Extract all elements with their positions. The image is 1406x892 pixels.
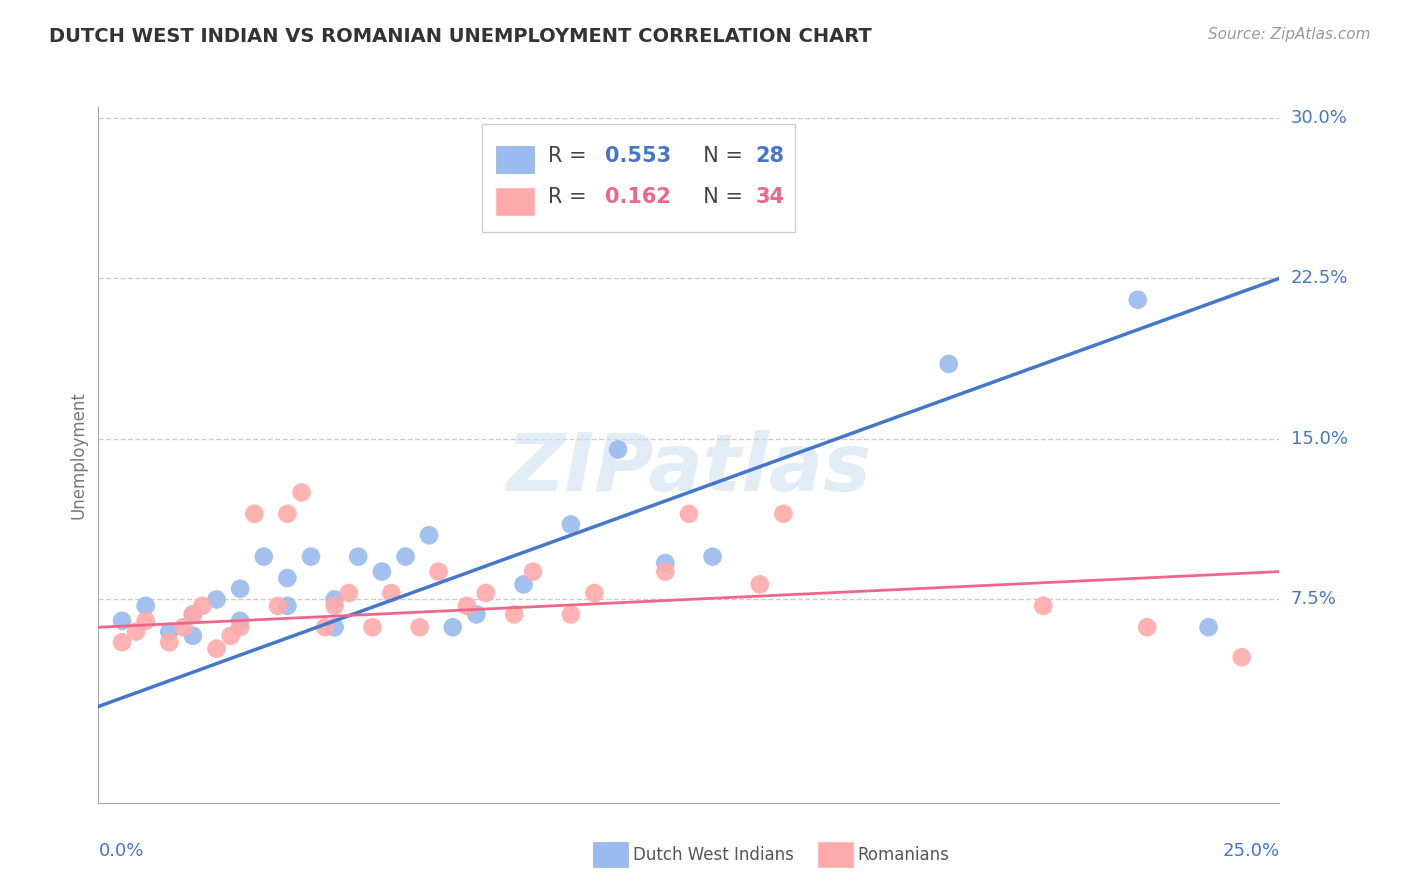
- Text: DUTCH WEST INDIAN VS ROMANIAN UNEMPLOYMENT CORRELATION CHART: DUTCH WEST INDIAN VS ROMANIAN UNEMPLOYME…: [49, 27, 872, 45]
- Point: [314, 620, 336, 634]
- Point: [380, 586, 402, 600]
- Point: [276, 599, 298, 613]
- Point: [678, 507, 700, 521]
- Point: [1032, 599, 1054, 613]
- Text: 30.0%: 30.0%: [1291, 109, 1347, 127]
- Point: [654, 556, 676, 570]
- Point: [394, 549, 416, 564]
- Point: [772, 507, 794, 521]
- Text: N =: N =: [690, 145, 749, 166]
- Text: 0.0%: 0.0%: [98, 842, 143, 860]
- Point: [157, 624, 180, 639]
- Point: [135, 599, 157, 613]
- Text: 25.0%: 25.0%: [1222, 842, 1279, 860]
- Text: ZIPatlas: ZIPatlas: [506, 430, 872, 508]
- Point: [1136, 620, 1159, 634]
- Point: [371, 565, 394, 579]
- Point: [583, 586, 606, 600]
- Point: [522, 565, 544, 579]
- FancyBboxPatch shape: [496, 146, 534, 173]
- Point: [125, 624, 148, 639]
- Point: [441, 620, 464, 634]
- Point: [191, 599, 214, 613]
- Point: [337, 586, 360, 600]
- Point: [1126, 293, 1149, 307]
- Point: [181, 629, 204, 643]
- Text: Romanians: Romanians: [858, 846, 949, 863]
- Y-axis label: Unemployment: Unemployment: [69, 391, 87, 519]
- Point: [361, 620, 384, 634]
- Text: 22.5%: 22.5%: [1291, 269, 1348, 287]
- Point: [748, 577, 770, 591]
- Point: [456, 599, 478, 613]
- Point: [323, 592, 346, 607]
- Point: [503, 607, 526, 622]
- Text: R =: R =: [548, 145, 593, 166]
- Point: [181, 607, 204, 622]
- Point: [267, 599, 290, 613]
- Point: [1198, 620, 1220, 634]
- Point: [290, 485, 312, 500]
- Point: [938, 357, 960, 371]
- Point: [229, 582, 252, 596]
- Text: R =: R =: [548, 187, 593, 208]
- Text: 15.0%: 15.0%: [1291, 430, 1347, 448]
- Point: [229, 620, 252, 634]
- Text: 28: 28: [755, 145, 785, 166]
- Text: 0.553: 0.553: [605, 145, 671, 166]
- FancyBboxPatch shape: [496, 188, 534, 215]
- Point: [323, 599, 346, 613]
- Point: [702, 549, 724, 564]
- Point: [229, 614, 252, 628]
- Point: [172, 620, 194, 634]
- Point: [323, 620, 346, 634]
- Point: [418, 528, 440, 542]
- Point: [560, 517, 582, 532]
- Text: Dutch West Indians: Dutch West Indians: [633, 846, 793, 863]
- Point: [427, 565, 450, 579]
- Point: [219, 629, 242, 643]
- Point: [181, 607, 204, 622]
- Point: [157, 635, 180, 649]
- Text: Source: ZipAtlas.com: Source: ZipAtlas.com: [1208, 27, 1371, 42]
- Point: [111, 635, 134, 649]
- Point: [512, 577, 534, 591]
- Point: [408, 620, 430, 634]
- Point: [475, 586, 498, 600]
- Point: [560, 607, 582, 622]
- Point: [243, 507, 266, 521]
- Point: [654, 565, 676, 579]
- Point: [111, 614, 134, 628]
- Point: [205, 592, 228, 607]
- Point: [1230, 650, 1253, 665]
- Text: 7.5%: 7.5%: [1291, 591, 1337, 608]
- Point: [465, 607, 488, 622]
- Point: [253, 549, 276, 564]
- Point: [347, 549, 370, 564]
- Point: [135, 614, 157, 628]
- Point: [607, 442, 630, 457]
- Point: [299, 549, 322, 564]
- Point: [276, 571, 298, 585]
- Point: [205, 641, 228, 656]
- Text: N =: N =: [690, 187, 749, 208]
- Text: 34: 34: [755, 187, 785, 208]
- Text: 0.162: 0.162: [605, 187, 671, 208]
- FancyBboxPatch shape: [482, 124, 796, 232]
- Point: [276, 507, 298, 521]
